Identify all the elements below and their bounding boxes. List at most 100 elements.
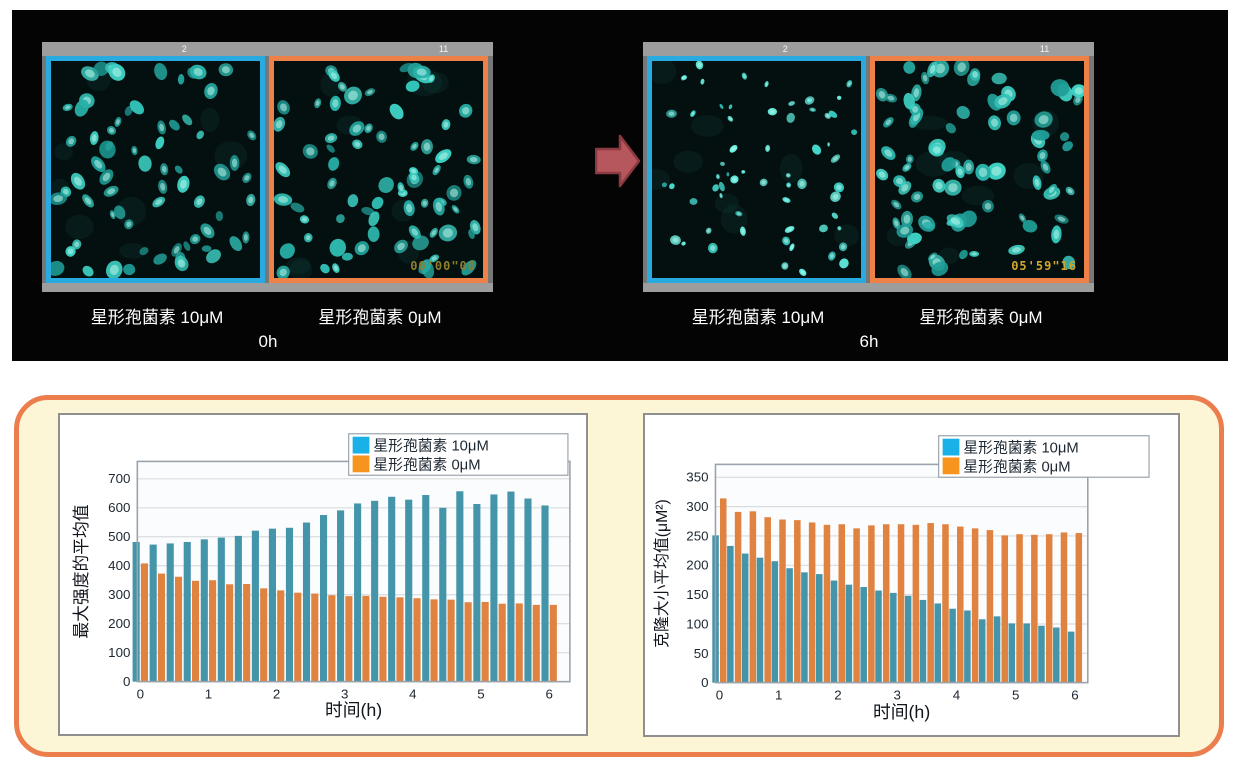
x-axis-title: 时间(h): [325, 700, 382, 720]
bar: [756, 557, 764, 683]
bar: [860, 587, 867, 683]
bar: [328, 595, 336, 682]
bar: [993, 616, 1001, 683]
bar: [727, 545, 734, 683]
bar: [405, 499, 413, 682]
bar: [749, 511, 757, 683]
bar: [481, 601, 489, 682]
bar: [174, 576, 183, 682]
svg-text:300: 300: [108, 587, 130, 602]
legend-label: 星形孢菌素 10μM: [963, 440, 1078, 457]
bar: [473, 504, 481, 682]
bar: [371, 500, 379, 682]
bar: [764, 517, 771, 683]
bar: [302, 522, 311, 682]
bar: [507, 491, 515, 682]
nuclei-image: [652, 61, 860, 276]
svg-text:0: 0: [123, 674, 130, 689]
bar: [311, 593, 319, 682]
bar: [719, 498, 727, 683]
nuclei-image: [51, 61, 257, 278]
bar: [1001, 535, 1008, 683]
svg-text:700: 700: [108, 471, 130, 486]
bar: [422, 495, 430, 682]
bar: [794, 520, 801, 683]
bar: [942, 524, 949, 683]
svg-text:5: 5: [477, 686, 484, 701]
legend-label: 星形孢菌素 0μM: [373, 456, 480, 473]
condition-label-10uM-0h: 星形孢菌素 10μM: [90, 308, 224, 327]
bar: [1075, 533, 1083, 683]
bar: [741, 553, 749, 683]
bar: [875, 590, 882, 683]
bar: [934, 603, 942, 683]
bar: [1045, 534, 1053, 683]
bar: [919, 599, 927, 683]
bar: [786, 568, 793, 683]
bar: [549, 604, 557, 682]
svg-text:2: 2: [834, 687, 841, 702]
bar: [868, 525, 875, 683]
bar: [191, 580, 200, 682]
bar-chart-clone-size: 0 50 100 150 200 250 300 350 0 1 2 3 4 5 6 时间(h) 克隆大小平均值…: [653, 435, 1150, 722]
nuclei-image: [274, 62, 481, 278]
bar: [456, 491, 464, 682]
condition-label-0uM-0h: 星形孢菌素 0μM: [318, 308, 442, 327]
micrograph-10uM-0h: [46, 56, 265, 283]
bar: [243, 583, 251, 682]
bar: [986, 530, 994, 683]
svg-text:500: 500: [108, 529, 130, 544]
plot-border: [714, 463, 1089, 684]
bar: [1023, 623, 1030, 683]
bar: [1053, 627, 1060, 683]
bar: [132, 541, 140, 682]
image-row: 05'59"16: [643, 56, 1094, 283]
bar: [853, 528, 860, 683]
bar: [498, 603, 506, 682]
bar: [971, 528, 979, 683]
well-number: 2: [782, 44, 788, 54]
bar: [838, 524, 846, 683]
bar: [388, 496, 396, 682]
window-titlebar: 2 11: [42, 42, 493, 56]
window-titlebar: 2 11: [643, 42, 1094, 56]
axis-ticks: 0 50 100 150 200 250 300 350 0 1 2 3 4 5 6: [686, 470, 1078, 703]
image-group-0h: 2 11 00'00"00: [42, 42, 493, 292]
micrograph-0uM-6h: 05'59"16: [870, 56, 1089, 283]
legend-swatch: [352, 436, 370, 454]
bars: [132, 491, 557, 682]
y-axis-title: 最大强度的平均值: [72, 504, 91, 638]
micrograph-0uM-0h: 00'00"00: [269, 56, 488, 283]
bar: [904, 595, 912, 683]
bar: [464, 602, 472, 682]
svg-text:150: 150: [686, 587, 708, 602]
svg-text:200: 200: [108, 616, 130, 631]
svg-text:2: 2: [273, 686, 280, 701]
well-number: 2: [181, 44, 187, 54]
bar: [226, 584, 234, 682]
svg-text:400: 400: [108, 558, 130, 573]
bar: [779, 519, 786, 683]
chart-card-clone-size: 0 50 100 150 200 250 300 350 0 1 2 3 4 5 6 时间(h) 克隆大小平均值…: [643, 413, 1180, 737]
micrograph-10uM-6h: [647, 56, 866, 283]
bar: [217, 537, 225, 682]
bar: [354, 503, 362, 682]
bar: [1031, 534, 1038, 683]
bar: [808, 522, 816, 683]
chart-card-max-intensity: 0 100 200 300 400 500 600 700 0 1 2 3 4 5 6 时间(h) 最大强度的平…: [58, 413, 588, 736]
image-row: 00'00"00: [42, 56, 493, 283]
svg-text:0: 0: [137, 686, 144, 701]
bar: [277, 590, 285, 682]
well-number: 11: [1039, 44, 1050, 54]
bar: [978, 619, 986, 683]
bar: [447, 599, 455, 682]
svg-text:6: 6: [545, 686, 552, 701]
svg-text:1: 1: [205, 686, 212, 701]
svg-text:3: 3: [341, 686, 348, 701]
bar: [251, 530, 259, 682]
svg-text:200: 200: [686, 558, 708, 573]
svg-text:4: 4: [409, 686, 417, 701]
timestamp-overlay: 05'59"16: [1011, 259, 1077, 273]
svg-text:4: 4: [953, 687, 961, 702]
